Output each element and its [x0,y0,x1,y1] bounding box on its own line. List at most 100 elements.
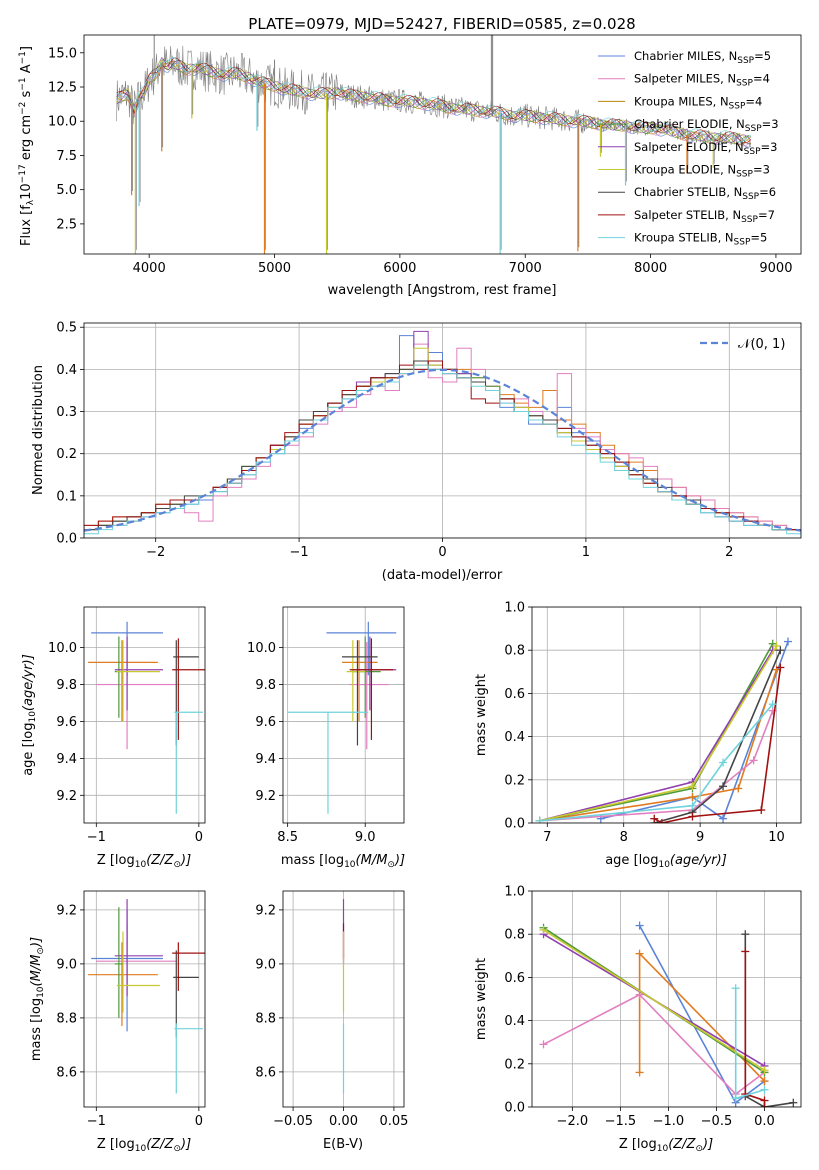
weight-series [539,703,774,822]
x-tick-label: −2.0 [557,1114,589,1129]
label-part: ⊙ [387,860,395,870]
x-tick-label: 0 [195,1114,203,1129]
axes-frame [282,606,405,824]
weight-series [600,641,789,820]
panel-spectrum: 4000 5000 6000 7000 8000 9000 2.5 5.0 7.5 10.0 12.… [18,34,802,298]
y-tick-label: 9.6 [255,715,276,730]
y-tick-label: 0.2 [504,773,525,788]
weight-series [539,645,778,822]
legend-label: Chabrier ELODIE, NSSP=3 [634,117,779,134]
label-part: Z [log [97,853,135,868]
y-tick-label: 0.0 [56,532,77,547]
x-axis-label: age [log10(age/yr)] [605,853,727,870]
x-tick-label: 1 [582,545,590,560]
y-tick-label: 0.8 [504,928,525,943]
y-tick-label: 9.0 [255,957,276,972]
plot-area [84,323,801,538]
y-tick-label: 9.2 [255,903,276,918]
y-tick-label: 0.4 [504,730,525,745]
label-part: erg cm [19,115,34,164]
y-tick-label: 8.6 [255,1065,276,1080]
label-part: SSP [741,215,758,225]
axes-frame [282,890,405,1108]
axes-frame [531,606,802,824]
label-part: Kroupa STELIB, N [634,231,734,245]
x-tick-label: −2 [146,545,165,560]
x-tick-label: 0.0 [754,1114,775,1129]
label-part: 10 [19,183,34,200]
histogram-series [84,343,801,538]
x-tick-label: 9000 [759,261,792,276]
label-part: Chabrier MILES, N [634,49,737,63]
label-part: (age/yr)] [670,853,727,868]
panel-residuals: −2 −1 0 1 2 0.0 0.1 0.2 0.3 0.4 0.5 𝒩(0, 1) (data-mo… [31,321,802,583]
x-tick-label: −1.5 [605,1114,637,1129]
y-axis-label: age [log10(age/yr)] [21,654,38,776]
label-part: −2 [18,102,28,115]
label-part: Z [log [619,1137,657,1152]
label-part: age [log [605,853,658,868]
y-tick-label: 9.2 [56,789,77,804]
y-tick-label: 2.5 [56,217,77,232]
label-part: 10 [135,1144,147,1154]
label-part: =3 [753,163,770,177]
label-part: ⊙ [695,1144,703,1154]
x-tick-label: 7000 [509,261,542,276]
label-part: Salpeter STELIB, N [634,208,741,222]
label-part: )] [394,853,405,868]
x-tick-label: 8 [620,830,628,845]
label-part: =4 [745,94,762,108]
label-part: −17 [18,164,28,183]
x-axis-label: mass [log10(M/M⊙)] [281,853,405,870]
y-tick-label: 10.0 [48,641,77,656]
label-part: 10 [135,860,147,870]
figure-title: PLATE=0979, MJD=52427, FIBERID=0585, z=0… [248,15,635,33]
plot-area [84,607,205,823]
y-tick-label: 0.3 [56,405,77,420]
label-part: =7 [758,208,775,222]
label-part: −1 [18,51,28,64]
model-spectrum [116,59,752,144]
label-part: (M/M [29,955,44,987]
y-tick-label: 9.2 [255,789,276,804]
y-tick-label: 8.6 [56,1065,77,1080]
x-tick-label: −0.05 [273,1114,313,1129]
y-tick-label: 0.5 [56,321,77,336]
axes-frame [83,34,802,255]
label-part: (Z/Z [668,1137,696,1152]
y-tick-label: 9.4 [56,752,77,767]
normal-curve [84,368,801,532]
panel-mass_vs_ebv: −0.05 0.00 0.05 8.6 8.8 9.0 9.2 E(B-V) [255,890,408,1152]
y-tick-label: 9.2 [56,903,77,918]
x-axis-label: Z [log10(Z/Z⊙)] [619,1137,713,1154]
plot-area [84,891,205,1107]
y-tick-label: 10.0 [48,115,77,130]
label-part: 10 [658,860,670,870]
label-part: ⊙ [173,1144,181,1154]
y-tick-label: 1.0 [504,885,525,900]
x-axis-label: (data-model)/error [382,568,503,583]
y-tick-label: 0.0 [504,817,525,832]
weight-series [654,649,782,823]
plot-area [283,607,404,823]
panel-mass_vs_Z: −1 08.68.89.09.2Z [log10(Z/Z⊙)]mass [log1… [29,890,206,1154]
x-tick-label: 9 [696,830,704,845]
label-part: )] [180,1137,191,1152]
x-axis-label: E(B-V) [323,1137,363,1152]
label-part: mass [log [29,998,44,1061]
x-tick-label: 5000 [258,261,291,276]
label-part: SSP [744,147,761,157]
x-axis-label: Z [log10(Z/Z⊙)] [97,1137,191,1154]
y-tick-label: 0.4 [504,1014,525,1029]
x-tick-label: −0.5 [701,1114,733,1129]
legend-label: Salpeter MILES, NSSP=4 [634,72,770,89]
y-tick-label: 9.8 [56,678,77,693]
legend-label: Kroupa STELIB, NSSP=5 [634,231,767,248]
label-part: ⊙ [36,947,46,955]
label-part: Salpeter MILES, N [634,72,736,86]
y-tick-label: 9.0 [56,957,77,972]
label-part: =5 [754,49,771,63]
x-tick-label: 2 [725,545,733,560]
label-part: λ [26,199,36,205]
y-tick-label: 10.0 [247,641,276,656]
